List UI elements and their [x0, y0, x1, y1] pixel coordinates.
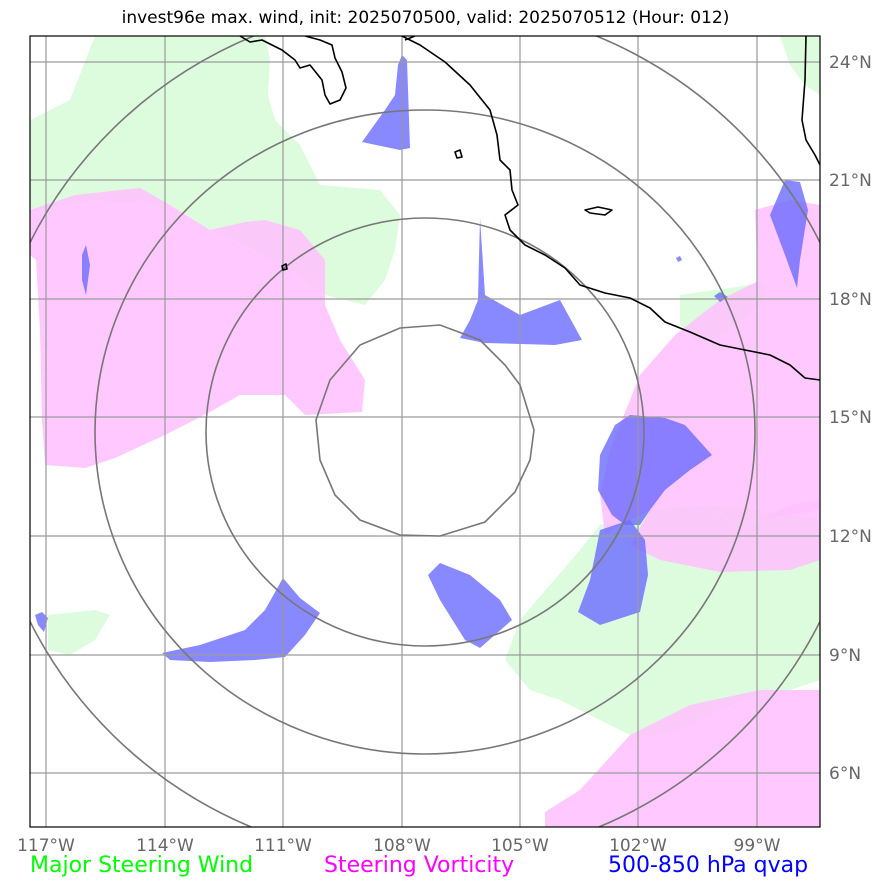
- lon-labels: 117°W 114°W 111°W 108°W 105°W 102°W 99°W: [17, 836, 781, 856]
- qvap-area: [770, 180, 808, 288]
- qvap-area: [82, 245, 90, 295]
- baja-coastline: [239, 36, 347, 105]
- qvap-area: [598, 415, 712, 525]
- lat-label: 6°N: [829, 764, 861, 784]
- qvap-area: [428, 563, 512, 648]
- qvap-area: [578, 520, 648, 625]
- lon-label: 114°W: [136, 836, 194, 856]
- legend-qvap: 500-850 hPa qvap: [608, 853, 809, 878]
- lat-labels: 24°N 21°N 18°N 15°N 12°N 9°N 6°N: [829, 53, 872, 784]
- lat-label: 24°N: [829, 53, 872, 73]
- steering-wind-area: [780, 36, 820, 95]
- island: [584, 206, 613, 216]
- steering-vorticity-area: [30, 188, 365, 468]
- range-ring-inner: [315, 324, 535, 537]
- steering-wind-area: [30, 36, 400, 305]
- mexico-coastline: [401, 36, 820, 381]
- island: [454, 149, 463, 159]
- gulf-coastline: [404, 36, 820, 166]
- lat-label: 12°N: [829, 527, 872, 547]
- range-ring: [205, 217, 645, 647]
- steering-wind-area: [48, 610, 110, 655]
- steering-vorticity-area: [545, 690, 820, 827]
- legend-steering-vorticity: Steering Vorticity: [324, 853, 515, 878]
- qvap-area: [362, 55, 410, 150]
- lon-label: 108°W: [373, 836, 431, 856]
- legend-steering-wind: Major Steering Wind: [30, 853, 254, 878]
- island: [281, 263, 288, 271]
- qvap-area: [676, 256, 682, 262]
- lat-label: 18°N: [829, 290, 872, 310]
- qvap-area: [35, 612, 48, 632]
- lat-label: 9°N: [829, 646, 861, 666]
- lon-label: 117°W: [17, 836, 75, 856]
- range-ring: [94, 109, 756, 755]
- qvap-layer: [35, 55, 808, 662]
- qvap-area: [460, 218, 582, 345]
- lon-label: 99°W: [734, 836, 781, 856]
- lon-label: 102°W: [609, 836, 667, 856]
- map-title: invest96e max. wind, init: 2025070500, v…: [121, 8, 730, 28]
- lon-label: 105°W: [491, 836, 549, 856]
- map-frame: [29, 35, 821, 828]
- lat-label: 15°N: [829, 408, 872, 428]
- coastline: [239, 36, 820, 381]
- lon-label: 111°W: [254, 836, 312, 856]
- qvap-area: [162, 578, 320, 662]
- lat-label: 21°N: [829, 171, 872, 191]
- range-rings: [30, 36, 820, 827]
